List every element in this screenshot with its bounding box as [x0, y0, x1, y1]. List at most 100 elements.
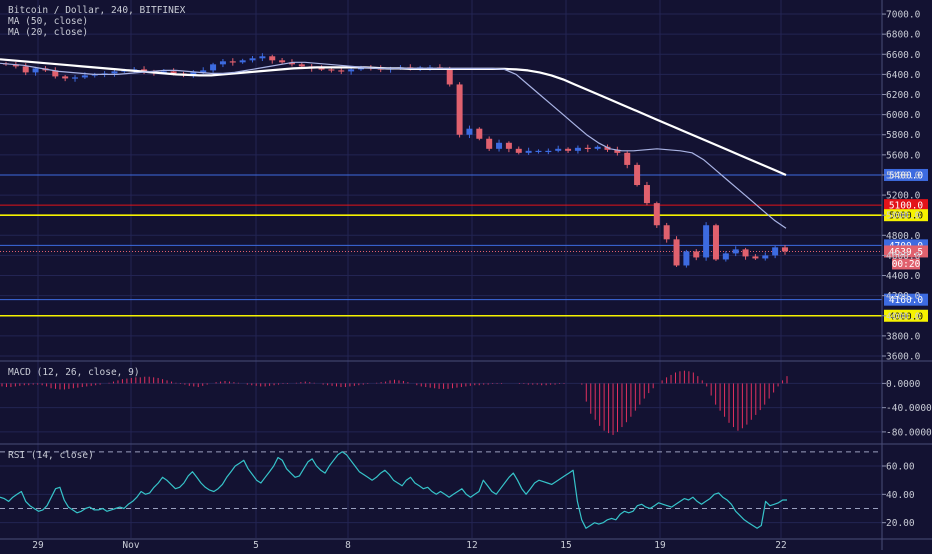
time-axis-label: 29: [32, 540, 44, 550]
ma50-legend[interactable]: MA (50, close): [8, 16, 89, 27]
moving-averages: [0, 58, 787, 229]
candle-body: [486, 138, 493, 149]
price-candles: [3, 53, 788, 268]
candle-body: [782, 247, 788, 252]
time-axis-label: 5: [253, 540, 259, 550]
candle-body: [673, 239, 680, 266]
candle-body: [190, 72, 197, 75]
candle-body: [210, 64, 217, 71]
candle-body: [752, 256, 759, 259]
candle-body: [732, 249, 739, 254]
candle-body: [259, 56, 266, 59]
candle-body: [12, 64, 19, 67]
macd-histogram: [1, 370, 788, 435]
candle-body: [535, 150, 542, 153]
candle-body: [624, 152, 631, 165]
price-level-label: 4160.0: [889, 295, 924, 306]
price-level-label: 5100.0: [889, 201, 924, 212]
ma20-legend[interactable]: MA (20, close): [8, 27, 89, 38]
candle-body: [505, 142, 512, 149]
candle-body: [239, 60, 246, 63]
price-axis-label: 5800.0: [886, 130, 921, 141]
candle-body: [279, 60, 286, 63]
candle-body: [496, 142, 503, 149]
price-axis: 3600.0 3800.0 4000.0 4200.0 4400.0 4600.0 4800…: [882, 10, 932, 529]
candle-body: [683, 251, 690, 266]
candle-body: [229, 61, 236, 63]
price-axis-label: 6600.0: [886, 50, 921, 61]
candle-body: [141, 69, 148, 72]
price-axis-label: 3800.0: [886, 331, 921, 342]
rsi-axis-label: 60.00: [886, 462, 915, 473]
countdown-label: 00:20: [892, 259, 921, 270]
rsi-legend[interactable]: RSI (14, close): [8, 450, 94, 461]
rsi-axis-label: 20.00: [886, 518, 915, 529]
candle-body: [742, 249, 749, 257]
price-level-label: 5400.0: [889, 170, 924, 181]
price-level-tag: [884, 168, 928, 181]
time-axis-label: Nov: [122, 540, 139, 550]
price-axis-label: 5600.0: [886, 150, 921, 161]
candle-body: [584, 147, 591, 150]
candle-body: [565, 148, 572, 151]
candle-body: [574, 147, 581, 151]
candle-body: [722, 253, 729, 260]
price-axis-label: 4200.0: [886, 291, 921, 302]
countdown-tag: [892, 258, 920, 270]
symbol-title[interactable]: Bitcoin / Dollar, 240, BITFINEX: [8, 5, 186, 16]
candle-body: [643, 185, 650, 204]
last-price-tag: [884, 245, 928, 258]
last-price-label: 4639.5: [889, 247, 923, 258]
candle-body: [604, 146, 611, 150]
candle-body: [338, 70, 345, 72]
candle-body: [52, 70, 59, 77]
price-axis-label: 6400.0: [886, 70, 921, 81]
candle-body: [22, 66, 29, 73]
price-level-tag: [884, 309, 928, 322]
candle-body: [525, 150, 532, 153]
price-axis-label: 4000.0: [886, 311, 921, 322]
price-axis-label: 6000.0: [886, 110, 921, 121]
candle-body: [269, 56, 276, 61]
candle-body: [328, 69, 335, 71]
price-axis-label: 4800.0: [886, 231, 921, 242]
candle-body: [446, 68, 453, 85]
horizontal-levels[interactable]: 5400.05100.05000.04700.04160.04000.04639…: [0, 168, 928, 322]
candle-body: [772, 247, 779, 256]
rsi-axis-label: 40.00: [886, 490, 915, 501]
price-axis-label: 5400.0: [886, 170, 921, 181]
price-level-tag: [884, 209, 928, 222]
candle-body: [318, 68, 325, 70]
candle-body: [653, 203, 660, 226]
candle-body: [466, 128, 473, 135]
candle-body: [594, 146, 601, 149]
candle-body: [476, 128, 483, 139]
candle-body: [219, 61, 226, 65]
candle-body: [712, 225, 719, 260]
macd-legend[interactable]: MACD (12, 26, close, 9): [8, 367, 140, 378]
candle-body: [634, 164, 641, 186]
candle-body: [703, 225, 710, 258]
macd-axis-label: -80.0000: [886, 427, 932, 438]
candle-body: [545, 150, 552, 153]
price-level-tag: [884, 199, 928, 212]
price-axis-label: 5000.0: [886, 211, 921, 222]
candle-body: [170, 71, 177, 74]
candle-body: [62, 76, 69, 79]
candle-body: [160, 71, 167, 73]
price-axis-label: 4600.0: [886, 251, 921, 262]
price-axis-label: 5200.0: [886, 191, 921, 202]
candle-body: [663, 225, 670, 240]
time-axis-label: 22: [775, 540, 786, 550]
time-axis-label: 19: [654, 540, 666, 550]
candle-body: [288, 62, 295, 65]
price-axis-label: 4400.0: [886, 271, 921, 282]
candle-body: [298, 64, 305, 67]
price-level-tag: [884, 293, 928, 306]
candle-body: [515, 148, 522, 153]
ma20-line: [0, 61, 787, 229]
